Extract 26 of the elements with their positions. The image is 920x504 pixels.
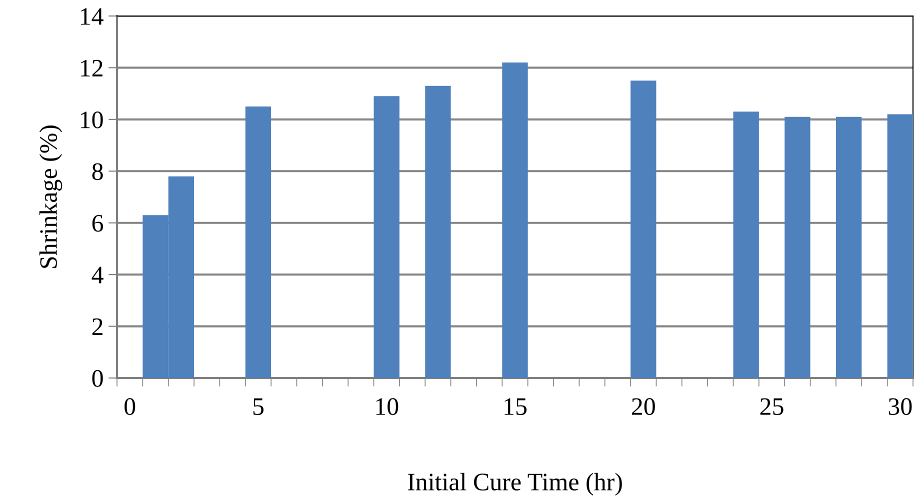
x-tick-label: 0 [124,398,136,416]
x-tick-label: 25 [760,398,784,416]
y-tick-label: 12 [81,60,102,76]
y-axis-title: Shrinkage (%) [39,126,62,268]
x-tick-label: 30 [888,398,912,416]
x-axis-title: Initial Cure Time (hr) [408,472,622,496]
y-tick-label: 4 [92,266,104,284]
bar [374,96,400,378]
bar [630,80,656,378]
x-tick-label: 10 [376,398,398,416]
y-tick-label: 0 [92,370,103,387]
bar [836,116,862,378]
bar [784,116,810,378]
y-tick-label: 2 [92,318,102,335]
y-tick-label: 10 [81,111,103,128]
y-tick-label: 14 [81,8,104,25]
bar [245,106,272,378]
bar [887,114,913,378]
bar [502,62,528,378]
x-tick-label: 15 [504,398,527,416]
y-tick-label: 6 [92,214,104,232]
bar [425,86,451,378]
x-tick-label: 20 [632,398,655,416]
bar [733,112,759,378]
x-tick-label: 5 [253,398,264,416]
y-tick-label: 8 [92,163,103,180]
